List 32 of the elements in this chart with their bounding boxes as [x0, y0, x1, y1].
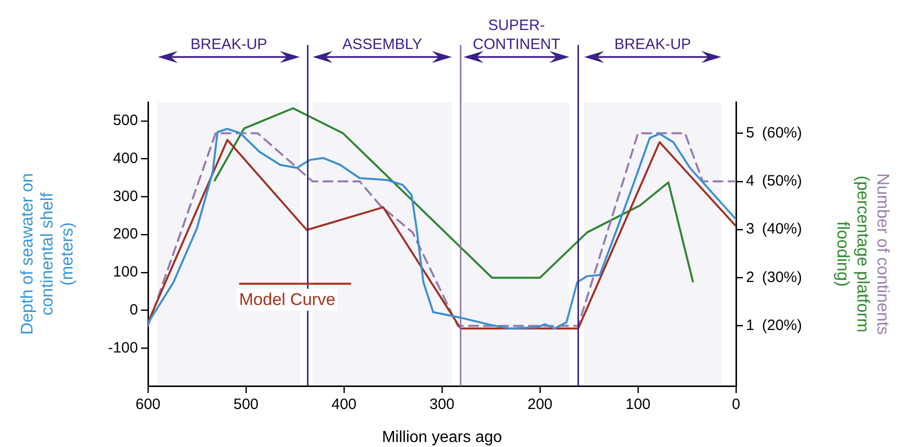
y-axis-title: Depth of seawater on continental shelf (meters) [18, 173, 77, 335]
y3-tick-label: (20%) [762, 316, 802, 334]
band-label: ASSEMBLY [342, 36, 422, 53]
y2-tick-label: 3 [746, 220, 754, 238]
y3-tick-label: (60%) [762, 124, 802, 142]
y-tick-label: 400 [112, 150, 138, 167]
y3-tick-label: (50%) [762, 172, 802, 190]
y2-tick-label: 2 [746, 268, 754, 286]
y-tick-label: -100 [108, 339, 138, 356]
band-label: BREAK-UP [190, 36, 268, 53]
y-tick-label: 100 [112, 264, 138, 281]
y2-tick-label: 5 [746, 124, 754, 142]
x-tick-label: 600 [135, 396, 161, 414]
x-tick-label: 200 [527, 396, 553, 414]
x-tick-label: 100 [625, 396, 651, 414]
x-tick-label: 500 [233, 396, 259, 414]
y-tick-label: 500 [112, 112, 138, 130]
x-tick-label: 300 [429, 396, 455, 414]
band-label: BREAK-UP [614, 36, 692, 53]
band-label: SUPER-CONTINENT [472, 17, 560, 53]
y2-axis-title: Number of continents (percentage platform flooding) [833, 173, 892, 335]
y-tick-label: 300 [112, 188, 138, 205]
text: Model Curve [239, 290, 336, 309]
y3-tick-label: (30%) [762, 268, 802, 286]
y2-tick-label: 4 [746, 172, 754, 190]
y-tick-label: 200 [112, 226, 138, 243]
x-tick-label: 400 [331, 396, 357, 414]
y-tick-label: 0 [130, 301, 138, 318]
y2-tick-label: 1 [746, 316, 754, 334]
x-axis-title: Million years ago [382, 428, 502, 446]
y3-tick-label: (40%) [762, 220, 802, 238]
x-tick-label: 0 [732, 396, 740, 414]
